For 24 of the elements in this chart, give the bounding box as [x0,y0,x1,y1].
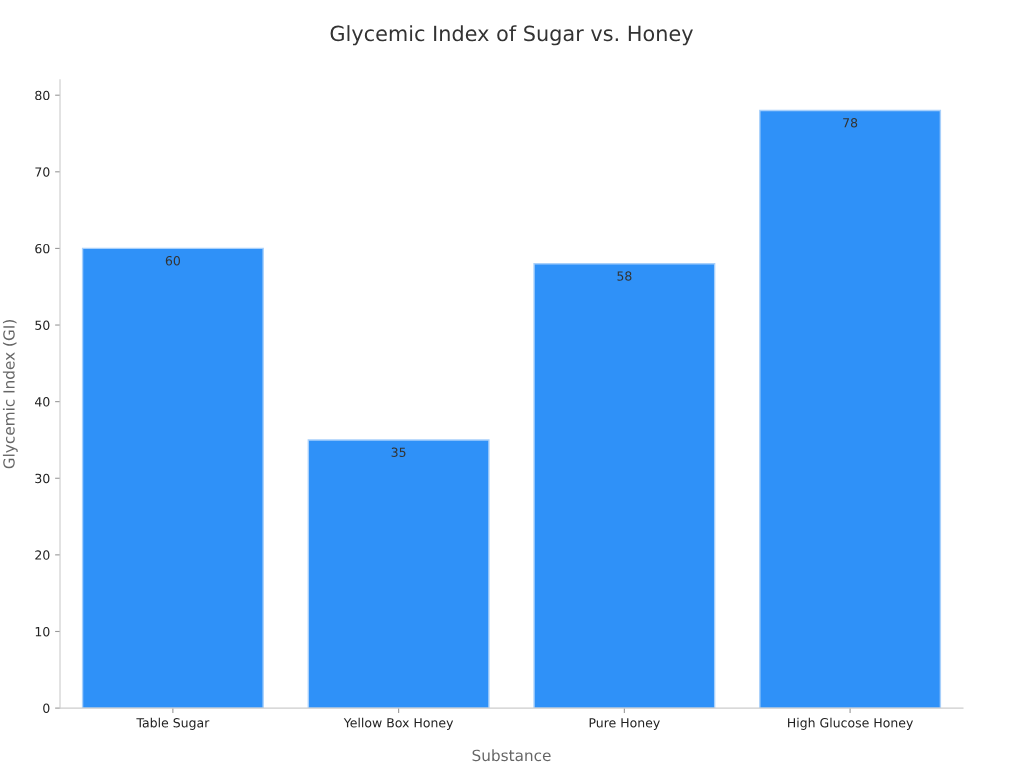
y-tick-label: 10 [35,626,50,637]
x-tick-label: Table Sugar [136,717,210,730]
bar [533,263,716,709]
y-tick-label: 50 [35,320,50,330]
x-tick-label: Yellow Box Honey [343,717,454,730]
data-label: 35 [391,447,406,457]
y-tick-label: 40 [34,397,50,407]
y-tick-label: 0 [43,703,50,714]
y-axis-title: Glycemic Index (GI) [2,320,18,469]
data-label: 58 [617,271,632,281]
y-tick-label: 30 [35,473,50,484]
data-label: 78 [843,118,858,128]
bar [81,247,264,709]
bar [759,109,942,709]
chart-title: Glycemic Index of Sugar vs. Honey [330,25,693,46]
y-tick-label: 20 [35,550,50,560]
y-tick-label: 80 [35,90,50,101]
data-label: 60 [165,255,180,266]
y-tick-label: 70 [35,167,50,177]
x-tick-label: Pure Honey [589,718,660,730]
x-axis-title: Substance [472,749,551,762]
bar [307,439,490,709]
y-tick-label: 60 [35,243,50,254]
x-tick-label: High Glucose Honey [788,717,913,730]
